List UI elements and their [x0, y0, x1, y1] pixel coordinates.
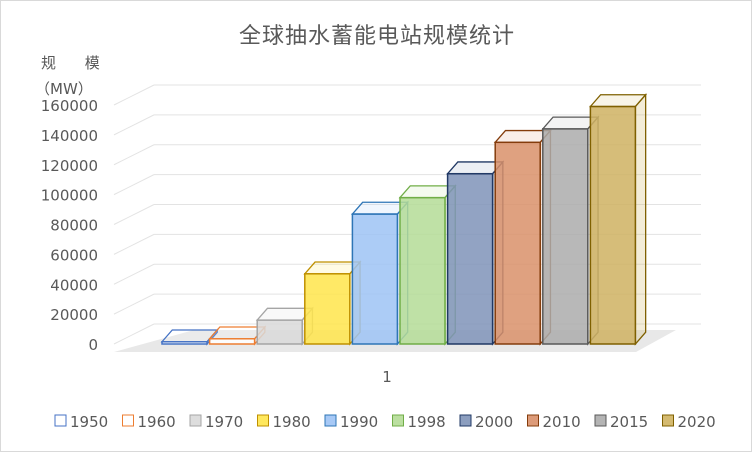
bar-top [588, 94, 648, 108]
gridline-diagonal [113, 114, 155, 136]
legend-label-2020: 2020 [678, 413, 716, 431]
legend-label-2010: 2010 [543, 413, 581, 431]
legend-swatch-1950 [54, 414, 67, 427]
bar-front [589, 105, 637, 345]
bar-2020 [588, 92, 648, 346]
gridline-diagonal [113, 323, 155, 345]
legend-label-1950: 1950 [70, 413, 108, 431]
legend-swatch-2010 [527, 414, 539, 427]
legend-label-2000: 2000 [475, 413, 513, 431]
bar-front [399, 196, 446, 345]
y-tick-label: 140000 [41, 127, 98, 145]
legend-swatch-1960 [122, 414, 134, 427]
legend-swatch-2020 [662, 414, 674, 427]
gridline-diagonal [113, 204, 155, 225]
gridline-diagonal [113, 263, 155, 285]
legend-label-1970: 1970 [205, 413, 243, 431]
bar-front [256, 319, 303, 345]
bar-front [494, 141, 541, 345]
legend-swatch-1980 [257, 414, 269, 427]
y-axis-label: 规 模 [41, 54, 112, 72]
bar-front [446, 172, 494, 345]
legend-label-2015: 2015 [610, 413, 648, 431]
y-tick-label: 40000 [50, 276, 98, 294]
y-tick-label: 100000 [41, 187, 98, 205]
legend-label-1960: 1960 [138, 413, 176, 431]
gridline-diagonal [113, 293, 155, 315]
y-tick-label: 20000 [50, 306, 98, 324]
legend-label-1990: 1990 [340, 413, 378, 431]
y-axis-ticks: 0 20000 40000 60000 80000 100000 120000 140000 1… [41, 97, 98, 354]
bar-front [351, 213, 399, 345]
chart-title: 全球抽水蓄能电站规模统计 [239, 24, 515, 49]
bar-front [542, 128, 589, 345]
bar-front [304, 273, 351, 345]
y-axis-unit: （MW） [35, 80, 93, 98]
legend-label-1980: 1980 [273, 413, 311, 431]
x-axis-ticks: 1 [382, 368, 392, 386]
legend-swatch-2000 [459, 414, 472, 427]
legend-label-1998: 1998 [408, 413, 446, 431]
bar-front [208, 338, 256, 345]
y-tick-label: 0 [88, 336, 98, 354]
y-tick-label: 80000 [50, 217, 98, 235]
legend-swatch-1990 [324, 414, 337, 427]
x-tick-label: 1 [382, 368, 392, 386]
legend-swatch-1998 [392, 414, 404, 427]
legend: 1950 1960 1970 1980 1990 1998 2000 2010 2015 2020 [54, 413, 716, 431]
bar-2010 [493, 128, 552, 346]
y-tick-label: 160000 [41, 97, 98, 115]
y-tick-label: 120000 [41, 157, 98, 175]
gridline-diagonal [113, 174, 155, 196]
legend-swatch-1970 [189, 414, 202, 427]
bar-side [634, 92, 647, 346]
gridline-diagonal [113, 84, 155, 106]
gridline-diagonal [113, 144, 155, 166]
gridline-diagonal [113, 233, 155, 255]
y-tick-label: 60000 [50, 246, 98, 264]
legend-swatch-2015 [594, 414, 607, 427]
plot-area [160, 92, 648, 346]
